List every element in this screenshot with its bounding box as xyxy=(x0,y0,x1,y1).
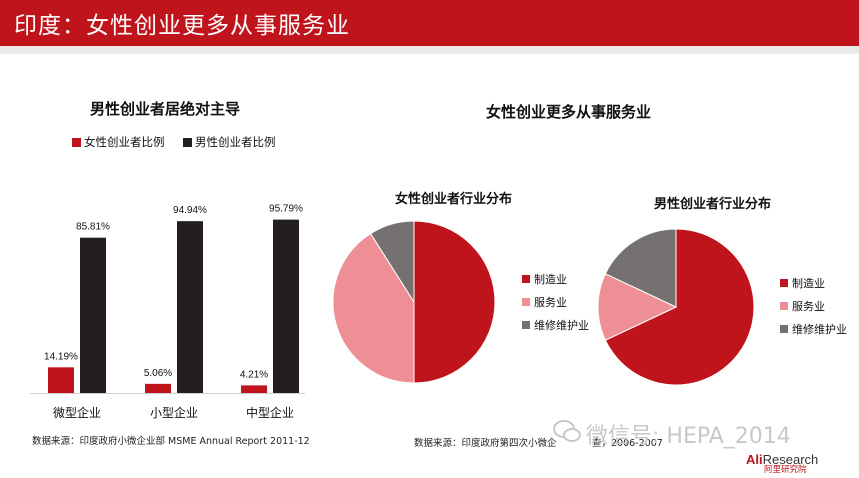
bar-chart-title: 男性创业者居绝对主导 xyxy=(90,100,241,118)
bar-female-0 xyxy=(48,367,74,393)
pie-section-title: 女性创业更多从事服务业 xyxy=(486,103,652,121)
data-label-female-0: 14.19% xyxy=(44,351,78,362)
pie-female-legend-label-0: 制造业 xyxy=(534,272,567,286)
pie-female-slice-2 xyxy=(369,220,415,304)
bar-male-2 xyxy=(273,219,299,393)
bar-chart-source: 数据来源：印度政府小微企业部 MSME Annual Report 2011-1… xyxy=(32,436,310,447)
pie-source-prefix: 数据来源：印度政府第四次小微企 xyxy=(414,438,557,449)
category-label-2: 中型企业 xyxy=(246,405,294,420)
pie-male-legend-label-1: 服务业 xyxy=(792,300,825,313)
data-label-male-1: 94.94% xyxy=(173,205,207,216)
data-label-male-0: 85.81% xyxy=(76,222,110,233)
pie-male-slice-1 xyxy=(597,273,678,341)
pie-source-suffix: 查，2006-2007 xyxy=(592,438,663,449)
pie-male-title: 男性创业者行业分布 xyxy=(654,197,772,212)
pie-female-legend-label-1: 服务业 xyxy=(534,296,567,309)
aliresearch-logo: AliResearch xyxy=(746,449,818,468)
bar-male-0 xyxy=(80,237,106,393)
logo-cn: 阿里研究院 xyxy=(764,465,807,475)
pie-female-slice-0 xyxy=(413,220,496,384)
legend-swatch-male xyxy=(183,138,192,147)
title-bar: 印度：女性创业更多从事服务业 xyxy=(0,0,859,46)
pie-male-legend-swatch-2 xyxy=(780,325,788,333)
pie-male-slice-0 xyxy=(604,228,755,386)
data-label-female-2: 4.21% xyxy=(240,369,268,380)
pie-male-legend-label-2: 维修维护业 xyxy=(792,322,847,336)
legend-label-female: 女性创业者比例 xyxy=(84,135,165,149)
category-label-1: 小型企业 xyxy=(150,405,198,420)
pie-male-legend-swatch-0 xyxy=(780,279,788,287)
bar-female-1 xyxy=(145,383,171,393)
pie-female-legend-swatch-2 xyxy=(522,321,530,329)
pie-female-legend-swatch-1 xyxy=(522,298,530,306)
pie-male-legend-label-0: 制造业 xyxy=(792,276,825,290)
wechat-icon xyxy=(553,420,581,442)
legend-swatch-female xyxy=(72,138,81,147)
header-divider xyxy=(0,46,859,54)
pie-male-slice-2 xyxy=(604,228,677,308)
bar-male-1 xyxy=(177,221,203,393)
page-title: 印度：女性创业更多从事服务业 xyxy=(14,13,350,39)
pie-female-legend-swatch-0 xyxy=(522,275,530,283)
category-label-0: 微型企业 xyxy=(53,405,101,420)
data-label-male-2: 95.79% xyxy=(269,204,303,215)
logo-research: Research xyxy=(762,452,819,467)
pie-female-title: 女性创业者行业分布 xyxy=(395,192,513,207)
bar-female-2 xyxy=(241,385,267,393)
logo-ali: Ali xyxy=(746,452,763,467)
legend-label-male: 男性创业者比例 xyxy=(195,135,276,149)
pie-male-legend-swatch-1 xyxy=(780,302,788,310)
watermark-text: 微信号: HEPA_2014 xyxy=(586,424,791,449)
data-label-female-1: 5.06% xyxy=(144,368,172,379)
pie-female-legend-label-2: 维修维护业 xyxy=(534,318,589,332)
